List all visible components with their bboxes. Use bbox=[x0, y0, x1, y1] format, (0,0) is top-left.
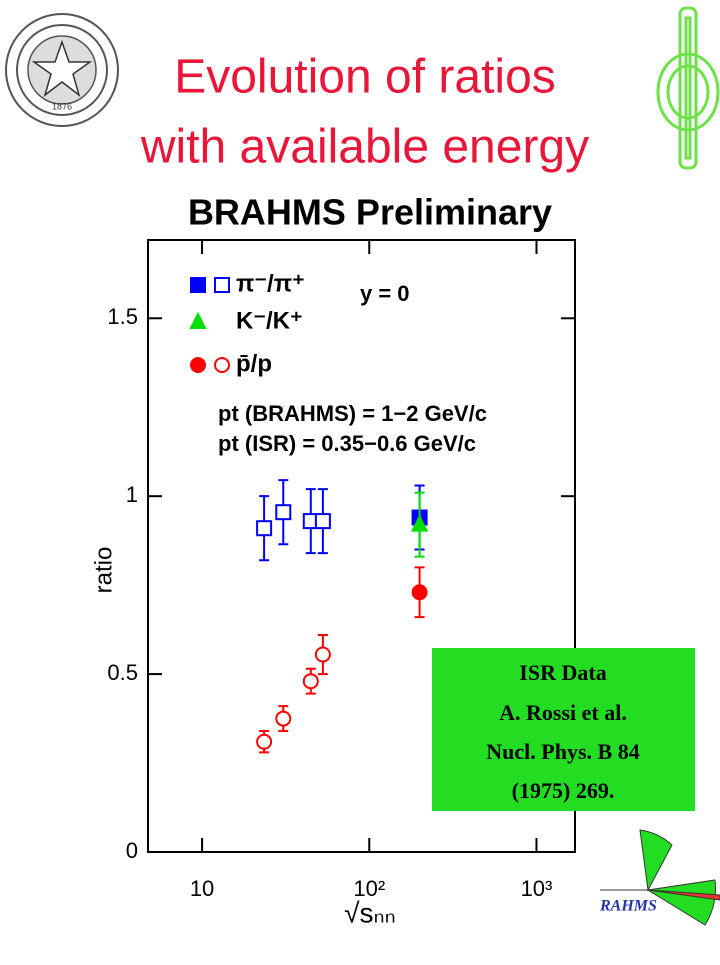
marker bbox=[411, 584, 428, 601]
marker bbox=[256, 520, 273, 537]
x-axis-label: √sₙₙ bbox=[344, 897, 396, 928]
brahms-text: RAHMS bbox=[599, 898, 657, 915]
legend-marker bbox=[190, 357, 206, 373]
legend-label: p̄/p bbox=[236, 350, 272, 377]
marker bbox=[302, 673, 319, 690]
detector-logo bbox=[656, 6, 720, 170]
note-box bbox=[432, 648, 695, 811]
y-tick-label: 0.5 bbox=[107, 660, 138, 685]
slide-title: Evolution of ratios bbox=[174, 51, 556, 104]
brahms-logo: RAHMS bbox=[599, 829, 720, 926]
note-text: ISR Data bbox=[519, 660, 606, 685]
annotation: pt (BRAHMS) = 1−2 GeV/c bbox=[218, 401, 487, 426]
x-tick-label: 10 bbox=[190, 876, 214, 901]
seal-year: 1876 bbox=[52, 101, 72, 111]
y-tick-label: 0 bbox=[126, 838, 138, 863]
marker bbox=[275, 504, 292, 521]
marker bbox=[314, 646, 331, 663]
legend-marker bbox=[190, 277, 206, 293]
chart-title: BRAHMS Preliminary bbox=[188, 192, 552, 233]
note-text: (1975) 269. bbox=[512, 778, 615, 803]
note-text: A. Rossi et al. bbox=[499, 700, 627, 725]
annotation: y = 0 bbox=[360, 281, 410, 306]
note-text: Nucl. Phys. B 84 bbox=[486, 739, 639, 764]
y-tick-label: 1.5 bbox=[107, 304, 138, 329]
marker bbox=[256, 733, 273, 750]
marker bbox=[275, 710, 292, 727]
marker bbox=[314, 513, 331, 530]
legend-label: K⁻/K⁺ bbox=[236, 307, 303, 334]
university-seal: 1876 bbox=[5, 13, 119, 127]
x-tick-label: 10² bbox=[353, 876, 385, 901]
y-tick-label: 1 bbox=[126, 482, 138, 507]
plot: 10 10² 10³ 0 0.5 1 1.5 π⁻/π⁺ K⁻/K⁺ p̄/p bbox=[107, 240, 575, 901]
slide-title: with available energy bbox=[140, 121, 589, 174]
legend-marker bbox=[214, 277, 230, 293]
marker bbox=[410, 514, 429, 532]
plot-frame bbox=[147, 239, 576, 853]
y-axis-label: ratio bbox=[90, 547, 117, 594]
x-tick-label: 10³ bbox=[521, 876, 553, 901]
legend-marker bbox=[214, 357, 230, 373]
annotation: pt (ISR) = 0.35−0.6 GeV/c bbox=[218, 431, 476, 456]
legend-marker bbox=[189, 311, 207, 329]
legend-label: π⁻/π⁺ bbox=[236, 270, 305, 297]
